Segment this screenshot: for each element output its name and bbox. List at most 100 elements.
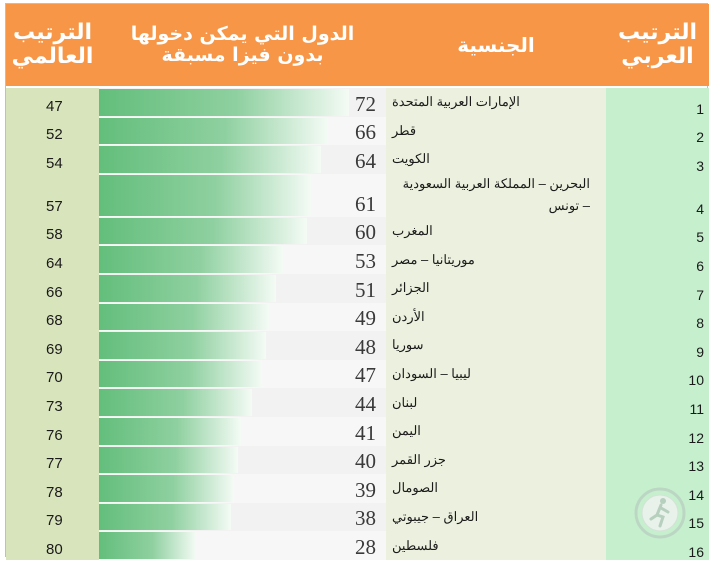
visa-free-count-value: 53 [355, 248, 376, 273]
visa-free-count-value: 61 [355, 191, 376, 216]
data-bar [99, 332, 266, 359]
data-bar [99, 446, 238, 474]
visa-free-count-cell: 28 [99, 531, 386, 560]
data-bar [99, 503, 231, 531]
visa-free-count-value: 38 [355, 506, 376, 531]
world-rank-cell: 66 [6, 274, 99, 303]
world-rank-cell: 80 [6, 531, 99, 560]
header-visa-free-count: الدول التي يمكن دخولها بدون فيزا مسبقة [99, 4, 386, 86]
visa-ranking-table: الترتيب العالمي الدول التي يمكن دخولها ب… [5, 3, 709, 560]
world-rank-cell: 79 [6, 502, 99, 532]
visa-free-count-value: 72 [355, 91, 376, 116]
visa-free-count-value: 47 [355, 363, 376, 388]
table-row: 77 40 جزر القمر 13 [6, 445, 709, 475]
visa-free-count-value: 48 [355, 334, 376, 359]
visa-free-count-value: 40 [355, 449, 376, 474]
nationality-cell: جزر القمر [386, 445, 606, 475]
visa-free-count-cell: 39 [99, 474, 386, 503]
world-rank-cell: 68 [6, 302, 99, 332]
visa-free-count-value: 41 [355, 420, 376, 445]
nationality-cell: اليمن [386, 417, 606, 446]
table-row: 64 53 موريتانيا – مصر 6 [6, 245, 709, 274]
visa-free-count-value: 51 [355, 277, 376, 302]
world-rank-cell: 69 [6, 331, 99, 360]
arab-rank-cell: 12 [606, 417, 709, 446]
data-bar [99, 303, 270, 331]
data-bar [99, 246, 284, 273]
visa-free-count-cell: 61 [99, 173, 386, 217]
data-bar [99, 117, 329, 145]
table-row: 79 38 العراق – جيبوتي 15 [6, 502, 709, 532]
nationality-cell: المغرب [386, 216, 606, 246]
arab-rank-cell: 1 [606, 88, 709, 117]
arab-rank-cell: 10 [606, 359, 709, 389]
table-row: 47 72 الإمارات العربية المتحدة 1 [6, 88, 709, 117]
table-row: 52 66 قطر 2 [6, 116, 709, 146]
header-world-rank-line2: العالمي [11, 44, 94, 69]
nationality-cell: الأردن [386, 302, 606, 332]
world-rank-cell: 58 [6, 216, 99, 246]
world-rank-cell: 54 [6, 145, 99, 174]
arab-rank-cell: 11 [606, 388, 709, 417]
world-rank-cell: 73 [6, 388, 99, 417]
data-bar [99, 89, 349, 116]
visa-free-count-cell: 72 [99, 88, 386, 117]
arab-rank-cell: 4 [606, 173, 709, 217]
data-bar [99, 418, 242, 445]
arab-rank-cell: 3 [606, 145, 709, 174]
table-row: 58 60 المغرب 5 [6, 216, 709, 246]
visa-free-count-value: 44 [355, 391, 376, 416]
header-arab-rank-line1: الترتيب [618, 19, 697, 45]
header-arab-rank: الترتيب العربي [606, 4, 709, 86]
nationality-cell: لبنان [386, 388, 606, 417]
visa-free-count-cell: 64 [99, 145, 386, 174]
nationality-cell: الجزائر [386, 274, 606, 303]
visa-free-count-cell: 60 [99, 216, 386, 246]
visa-free-count-cell: 38 [99, 502, 386, 532]
header-visa-free-line1: الدول التي يمكن دخولها [130, 23, 355, 46]
data-bar [99, 275, 277, 302]
nationality-cell: الإمارات العربية المتحدة [386, 88, 606, 117]
watermark-logo-icon [634, 487, 686, 539]
nationality-cell: قطر [386, 116, 606, 146]
nationality-cell: موريتانيا – مصر [386, 245, 606, 274]
visa-free-count-cell: 51 [99, 274, 386, 303]
arab-rank-cell: 7 [606, 274, 709, 303]
table-row: 54 64 الكويت 3 [6, 145, 709, 174]
table-row: 66 51 الجزائر 7 [6, 274, 709, 303]
arab-rank-cell: 8 [606, 302, 709, 332]
arab-rank-cell: 2 [606, 116, 709, 146]
table-row: 76 41 اليمن 12 [6, 417, 709, 446]
table-row: 73 44 لبنان 11 [6, 388, 709, 417]
nationality-cell: سوريا [386, 331, 606, 360]
nationality-cell: فلسطين [386, 531, 606, 560]
visa-free-count-value: 28 [355, 534, 376, 559]
visa-free-count-value: 60 [355, 220, 376, 245]
arab-rank-cell: 5 [606, 216, 709, 246]
world-rank-cell: 76 [6, 417, 99, 446]
visa-free-count-value: 64 [355, 148, 376, 173]
nationality-cell: البحرين – المملكة العربية السعودية – تون… [386, 173, 606, 217]
data-bar [99, 532, 197, 559]
header-world-rank: الترتيب العالمي [6, 4, 99, 86]
world-rank-cell: 57 [6, 173, 99, 217]
world-rank-cell: 70 [6, 359, 99, 389]
visa-free-count-cell: 47 [99, 359, 386, 389]
table-row: 80 28 فلسطين 16 [6, 531, 709, 560]
table-row: 78 39 الصومال 14 [6, 474, 709, 503]
data-bar [99, 174, 311, 216]
header-world-rank-line1: الترتيب [13, 19, 92, 45]
world-rank-cell: 77 [6, 445, 99, 475]
table-row: 70 47 ليبيا – السودان 10 [6, 359, 709, 389]
visa-free-count-cell: 41 [99, 417, 386, 446]
nationality-cell: الكويت [386, 145, 606, 174]
data-bar [99, 146, 322, 173]
data-bar [99, 389, 252, 416]
visa-free-count-cell: 66 [99, 116, 386, 146]
table-row: 69 48 سوريا 9 [6, 331, 709, 360]
visa-free-count-cell: 48 [99, 331, 386, 360]
arab-rank-cell: 9 [606, 331, 709, 360]
visa-free-count-cell: 44 [99, 388, 386, 417]
visa-free-count-cell: 53 [99, 245, 386, 274]
header-arab-rank-line2: العربي [621, 44, 694, 69]
